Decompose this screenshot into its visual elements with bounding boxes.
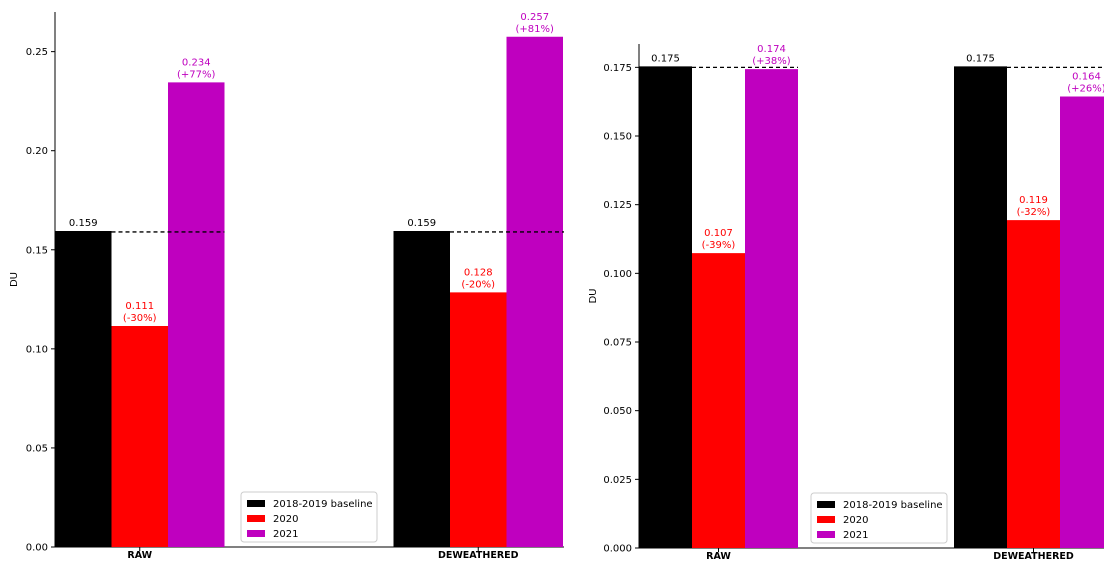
legend-label: 2021 — [843, 530, 868, 541]
bar-chart-right: 0.000 0.025 0.050 0.075 0.100 0.125 0.150 0.175… — [588, 44, 1104, 562]
legend-swatch — [817, 516, 835, 523]
legend-swatch — [817, 531, 835, 538]
x-tick-label: DEWEATHERED — [438, 550, 519, 561]
data-label: 0.128 (-20%) — [461, 267, 495, 290]
bar — [450, 293, 507, 547]
data-label: 0.159 — [407, 218, 436, 229]
data-label-line: 0.174 — [757, 44, 786, 55]
bar — [168, 83, 225, 547]
y-tick-label: 0.125 — [603, 200, 632, 211]
y-tick-label: 0.20 — [26, 146, 48, 157]
legend-swatch — [247, 530, 265, 537]
y-tick-label: 0.175 — [603, 63, 632, 74]
bar — [1060, 97, 1104, 548]
legend-swatch — [817, 501, 835, 508]
bar — [639, 67, 692, 549]
data-label-line: 0.159 — [69, 218, 98, 229]
data-label: 0.175 — [651, 53, 680, 64]
data-label-line: (-39%) — [702, 240, 736, 251]
y-tick-label: 0.05 — [26, 443, 48, 454]
bar — [954, 67, 1007, 549]
data-label-line: (+81%) — [516, 24, 555, 35]
legend: 2018-2019 baseline 2020 2021 — [240, 491, 378, 543]
data-label-line: 0.234 — [182, 57, 211, 68]
y-axis-label: DU — [9, 272, 20, 287]
data-label: 0.257 (+81%) — [516, 12, 555, 35]
legend-label: 2020 — [843, 515, 868, 526]
data-label-line: (+77%) — [177, 69, 216, 80]
data-label: 0.234 (+77%) — [177, 57, 216, 80]
data-label-line: (-30%) — [123, 313, 157, 324]
data-label-line: 0.175 — [966, 53, 995, 64]
legend-box — [810, 492, 948, 544]
y-tick-label: 0.00 — [26, 543, 48, 554]
y-tick-label: 0.15 — [26, 245, 48, 256]
x-tick-label: RAW — [706, 551, 731, 562]
bar — [1007, 221, 1060, 548]
data-label-line: 0.175 — [651, 53, 680, 64]
legend-label: 2018-2019 baseline — [273, 499, 373, 510]
data-label: 0.174 (+38%) — [752, 44, 791, 67]
y-tick-label: 0.150 — [603, 132, 632, 143]
y-tick-label: 0.075 — [603, 338, 632, 349]
bar — [393, 231, 450, 547]
data-label-line: (+38%) — [752, 56, 791, 67]
data-label: 0.159 — [69, 218, 98, 229]
bar — [692, 254, 745, 548]
data-label-line: 0.128 — [464, 267, 493, 278]
bar-chart-left: 0.00 0.05 0.10 0.15 0.20 0.25 DU 0.159 0.111 (-30… — [9, 12, 564, 561]
y-tick-label: 0.25 — [26, 47, 48, 58]
legend-label: 2021 — [273, 529, 298, 540]
legend-swatch — [247, 515, 265, 522]
data-label: 0.175 — [966, 53, 995, 64]
data-label-line: 0.159 — [407, 218, 436, 229]
x-tick-label: DEWEATHERED — [993, 551, 1074, 562]
data-label: 0.164 (+26%) — [1067, 72, 1104, 95]
data-label-line: (-20%) — [461, 279, 495, 290]
legend-box — [240, 491, 378, 543]
data-label-line: 0.119 — [1019, 195, 1048, 206]
data-label-line: 0.111 — [125, 301, 154, 312]
data-label-line: 0.164 — [1072, 72, 1101, 83]
y-tick-label: 0.050 — [603, 406, 632, 417]
x-tick-label: RAW — [127, 550, 152, 561]
legend: 2018-2019 baseline 2020 2021 — [810, 492, 948, 544]
y-axis-label: DU — [588, 288, 599, 303]
bar — [111, 327, 168, 547]
y-tick-label: 0.10 — [26, 344, 48, 355]
bar — [506, 37, 563, 548]
data-label-line: 0.257 — [520, 12, 549, 23]
y-tick-label: 0.100 — [603, 269, 632, 280]
data-label: 0.119 (-32%) — [1017, 195, 1051, 218]
legend-swatch — [247, 500, 265, 507]
y-tick-label: 0.025 — [603, 475, 632, 486]
bar — [745, 70, 798, 548]
data-label-line: 0.107 — [704, 228, 733, 239]
data-label: 0.107 (-39%) — [702, 228, 736, 251]
bar — [55, 231, 112, 547]
data-label-line: (-32%) — [1017, 207, 1051, 218]
y-tick-label: 0.000 — [603, 544, 632, 555]
legend-label: 2018-2019 baseline — [843, 500, 943, 511]
data-label: 0.111 (-30%) — [123, 301, 157, 324]
legend-label: 2020 — [273, 514, 298, 525]
data-label-line: (+26%) — [1067, 84, 1104, 95]
